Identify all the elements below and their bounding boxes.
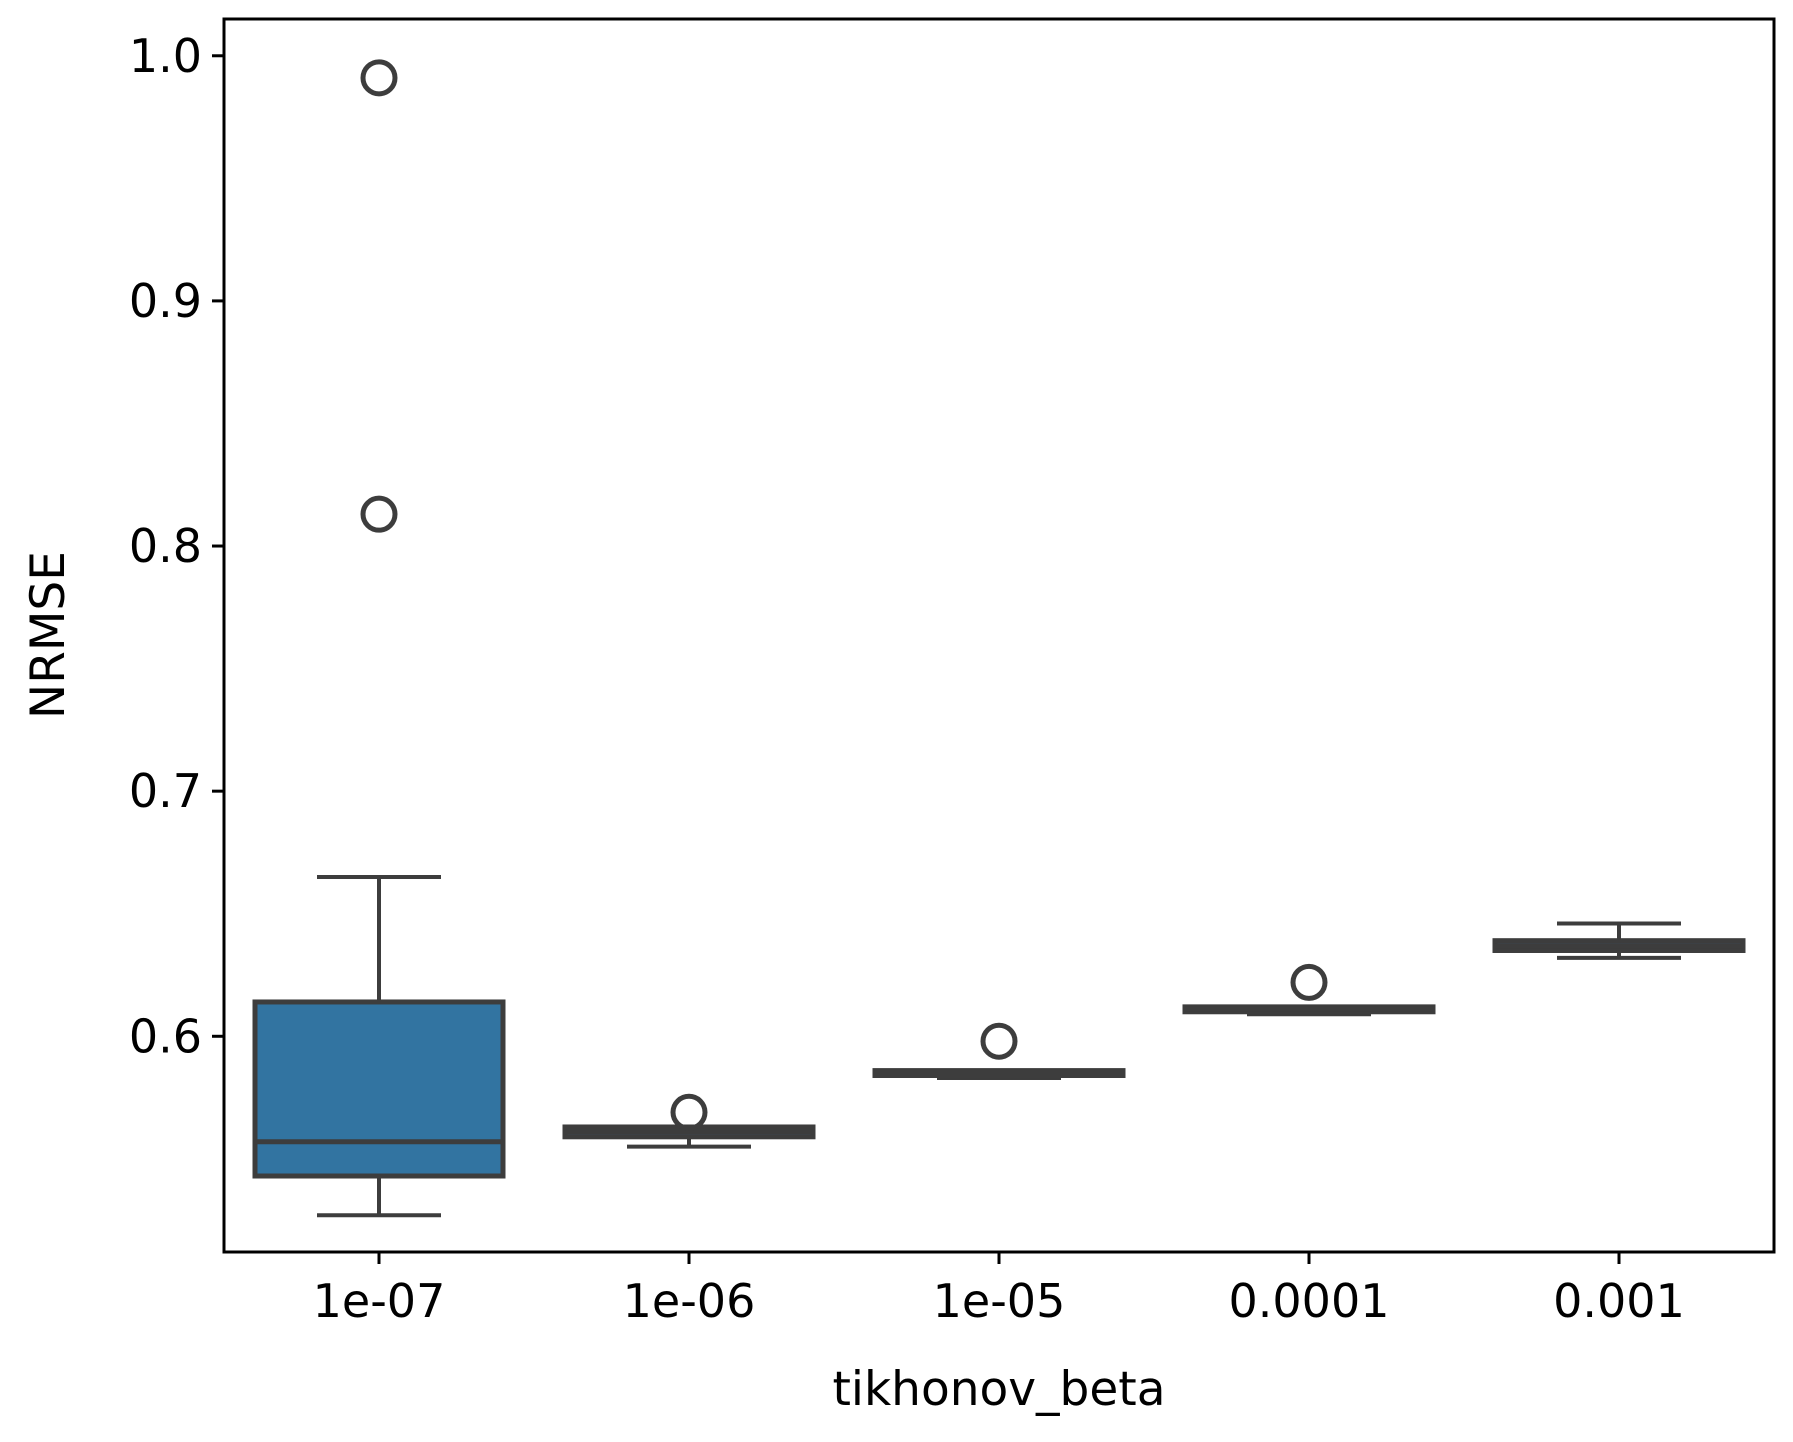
x-tick-label: 1e-05 bbox=[933, 1274, 1066, 1328]
box-group bbox=[252, 59, 506, 1218]
y-tick-label: 0.9 bbox=[129, 274, 202, 328]
x-tick-label: 1e-07 bbox=[313, 1274, 446, 1328]
x-tick-label: 0.0001 bbox=[1229, 1274, 1390, 1328]
outlier-point bbox=[360, 495, 398, 533]
box-group bbox=[872, 1022, 1126, 1080]
x-axis: 1e-07 1e-06 1e-05 0.0001 0.001 bbox=[313, 1252, 1685, 1328]
x-tick-label: 0.001 bbox=[1553, 1274, 1685, 1328]
y-tick-label: 0.8 bbox=[129, 519, 202, 573]
outlier-point bbox=[980, 1022, 1018, 1060]
outlier-point bbox=[360, 59, 398, 97]
box-iqr bbox=[252, 999, 506, 1179]
x-tick-label: 1e-06 bbox=[623, 1274, 756, 1328]
x-axis-title: tikhonov_beta bbox=[832, 1362, 1165, 1417]
outlier-point bbox=[1290, 963, 1328, 1001]
box-group bbox=[562, 1093, 816, 1149]
y-axis-title: NRMSE bbox=[21, 551, 76, 719]
boxes-layer bbox=[252, 59, 1746, 1218]
y-tick-label: 0.6 bbox=[129, 1009, 202, 1063]
outlier-point bbox=[670, 1093, 708, 1131]
y-tick-label: 1.0 bbox=[129, 29, 202, 83]
box-group bbox=[1492, 921, 1746, 960]
y-tick-label: 0.7 bbox=[129, 764, 202, 818]
box-group bbox=[1182, 963, 1436, 1017]
y-axis: 0.6 0.7 0.8 0.9 1.0 bbox=[129, 29, 224, 1063]
